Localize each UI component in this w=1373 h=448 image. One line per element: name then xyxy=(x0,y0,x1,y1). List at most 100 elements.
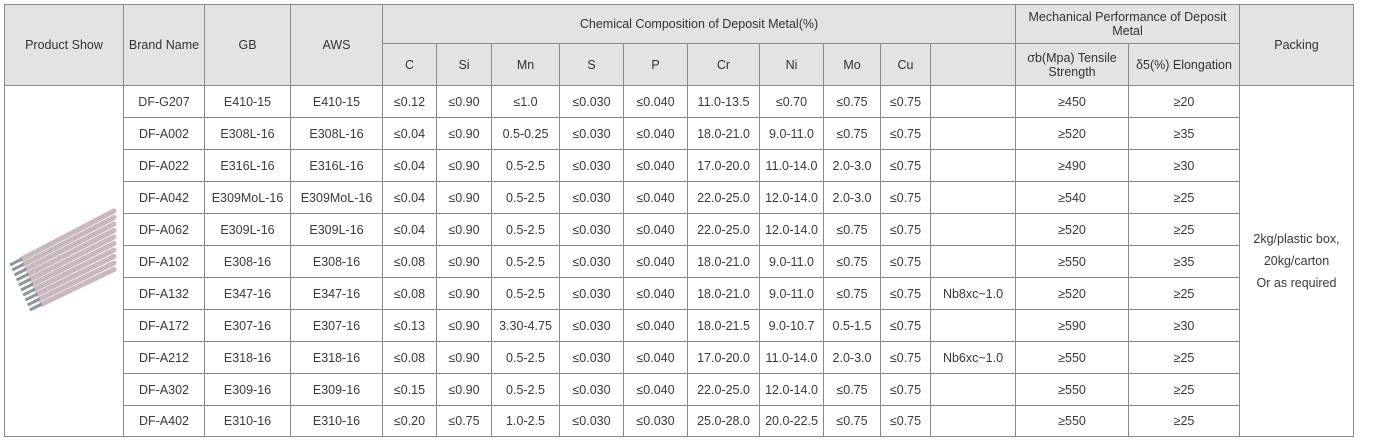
cell-mn: 0.5-2.5 xyxy=(491,373,560,406)
cell-p: ≤0.040 xyxy=(623,213,688,246)
electrode-rod xyxy=(37,260,117,302)
cell-other-element xyxy=(930,181,1016,214)
cell-mo: 2.0-3.0 xyxy=(823,341,881,374)
cell-si: ≤0.90 xyxy=(436,373,492,406)
cell-p: ≤0.040 xyxy=(623,85,688,118)
cell-p: ≤0.040 xyxy=(623,341,688,374)
electrode-tip xyxy=(29,302,43,312)
cell-cu: ≤0.75 xyxy=(880,149,931,182)
cell-elongation: ≥25 xyxy=(1128,373,1240,406)
cell-p: ≤0.040 xyxy=(623,245,688,278)
cell-mo: ≤0.75 xyxy=(823,117,881,150)
cell-cr: 25.0-28.0 xyxy=(687,405,760,437)
cell-cr: 22.0-25.0 xyxy=(687,213,760,246)
cell-c: ≤0.20 xyxy=(382,405,437,437)
table-row: DF-A062 E309L-16 E309L-16 ≤0.04 ≤0.90 0.… xyxy=(5,213,1354,246)
header-si: Si xyxy=(436,43,492,86)
cell-cu: ≤0.75 xyxy=(880,213,931,246)
cell-gb: E307-16 xyxy=(204,309,291,342)
cell-other-element xyxy=(930,405,1016,437)
cell-gb: E309-16 xyxy=(204,373,291,406)
table-row: DF-A402 E310-16 E310-16 ≤0.20 ≤0.75 1.0-… xyxy=(5,405,1354,437)
header-chemical-composition: Chemical Composition of Deposit Metal(%) xyxy=(382,4,1016,44)
header-aws: AWS xyxy=(290,4,383,86)
header-mn: Mn xyxy=(491,43,560,86)
cell-mo: ≤0.75 xyxy=(823,277,881,310)
cell-gb: E308L-16 xyxy=(204,117,291,150)
cell-ni: 12.0-14.0 xyxy=(759,181,824,214)
cell-ni: 9.0-11.0 xyxy=(759,277,824,310)
cell-si: ≤0.90 xyxy=(436,117,492,150)
cell-mn: 0.5-2.5 xyxy=(491,213,560,246)
cell-brand-name: DF-A132 xyxy=(123,277,205,310)
cell-aws: E308L-16 xyxy=(290,117,383,150)
cell-si: ≤0.90 xyxy=(436,277,492,310)
electrode-rod xyxy=(26,228,117,277)
header-cu: Cu xyxy=(880,43,931,86)
cell-brand-name: DF-G207 xyxy=(123,85,205,118)
cell-cr: 18.0-21.0 xyxy=(687,245,760,278)
cell-si: ≤0.75 xyxy=(436,405,492,437)
electrode-rod xyxy=(34,254,117,297)
electrode-tip xyxy=(22,287,36,297)
cell-c: ≤0.08 xyxy=(382,245,437,278)
cell-cr: 17.0-20.0 xyxy=(687,341,760,374)
electrode-tip xyxy=(13,267,28,277)
electrode-rod xyxy=(23,221,117,272)
header-product-show: Product Show xyxy=(4,4,124,86)
cell-aws: E410-15 xyxy=(290,85,383,118)
cell-gb: E309L-16 xyxy=(204,213,291,246)
cell-mo: ≤0.75 xyxy=(823,85,881,118)
cell-ni: 12.0-14.0 xyxy=(759,373,824,406)
table-row: DF-A302 E309-16 E309-16 ≤0.15 ≤0.90 0.5-… xyxy=(5,373,1354,406)
cell-tensile-strength: ≥520 xyxy=(1015,213,1129,246)
cell-mn: 0.5-2.5 xyxy=(491,149,560,182)
header-brand-name: Brand Name xyxy=(123,4,205,86)
cell-s: ≤0.030 xyxy=(559,405,624,437)
cell-aws: E310-16 xyxy=(290,405,383,437)
cell-ni: 11.0-14.0 xyxy=(759,149,824,182)
cell-tensile-strength: ≥450 xyxy=(1015,85,1129,118)
cell-s: ≤0.030 xyxy=(559,277,624,310)
cell-cr: 18.0-21.5 xyxy=(687,309,760,342)
cell-mo: 0.5-1.5 xyxy=(823,309,881,342)
electrode-tip xyxy=(11,262,25,272)
cell-brand-name: DF-A002 xyxy=(123,117,205,150)
cell-si: ≤0.90 xyxy=(436,85,492,118)
cell-mo: 2.0-3.0 xyxy=(823,181,881,214)
cell-mo: ≤0.75 xyxy=(823,213,881,246)
cell-si: ≤0.90 xyxy=(436,341,492,374)
cell-si: ≤0.90 xyxy=(436,245,492,278)
cell-aws: E347-16 xyxy=(290,277,383,310)
cell-c: ≤0.04 xyxy=(382,213,437,246)
cell-cr: 22.0-25.0 xyxy=(687,181,760,214)
header-mo: Mo xyxy=(823,43,881,86)
cell-other-element: Nb8xc~1.0 xyxy=(930,277,1016,310)
electrode-tip xyxy=(24,292,39,302)
cell-si: ≤0.90 xyxy=(436,213,492,246)
cell-p: ≤0.040 xyxy=(623,117,688,150)
header-packing: Packing xyxy=(1239,4,1354,86)
cell-ni: 9.0-11.0 xyxy=(759,245,824,278)
cell-other-element xyxy=(930,309,1016,342)
cell-mo: ≤0.75 xyxy=(823,405,881,437)
cell-gb: E347-16 xyxy=(204,277,291,310)
table-row: DF-A002 E308L-16 E308L-16 ≤0.04 ≤0.90 0.… xyxy=(5,117,1354,150)
header-gb: GB xyxy=(204,4,291,86)
electrode-rod xyxy=(32,247,117,292)
table-row: DF-A042 E309MoL-16 E309MoL-16 ≤0.04 ≤0.9… xyxy=(5,181,1354,214)
cell-s: ≤0.030 xyxy=(559,117,624,150)
welding-electrodes-icon xyxy=(9,208,117,312)
electrode-tip xyxy=(18,277,32,287)
cell-s: ≤0.030 xyxy=(559,341,624,374)
cell-elongation: ≥30 xyxy=(1128,309,1240,342)
cell-s: ≤0.030 xyxy=(559,245,624,278)
packing-text-line1: 2kg/plastic box, xyxy=(1253,232,1340,246)
cell-gb: E318-16 xyxy=(204,341,291,374)
electrode-rod xyxy=(28,234,117,282)
cell-brand-name: DF-A402 xyxy=(123,405,205,437)
header-mechanical-performance: Mechanical Performance of Deposit Metal xyxy=(1015,4,1240,44)
cell-cu: ≤0.75 xyxy=(880,309,931,342)
cell-elongation: ≥25 xyxy=(1128,405,1240,437)
header-ni: Ni xyxy=(759,43,824,86)
